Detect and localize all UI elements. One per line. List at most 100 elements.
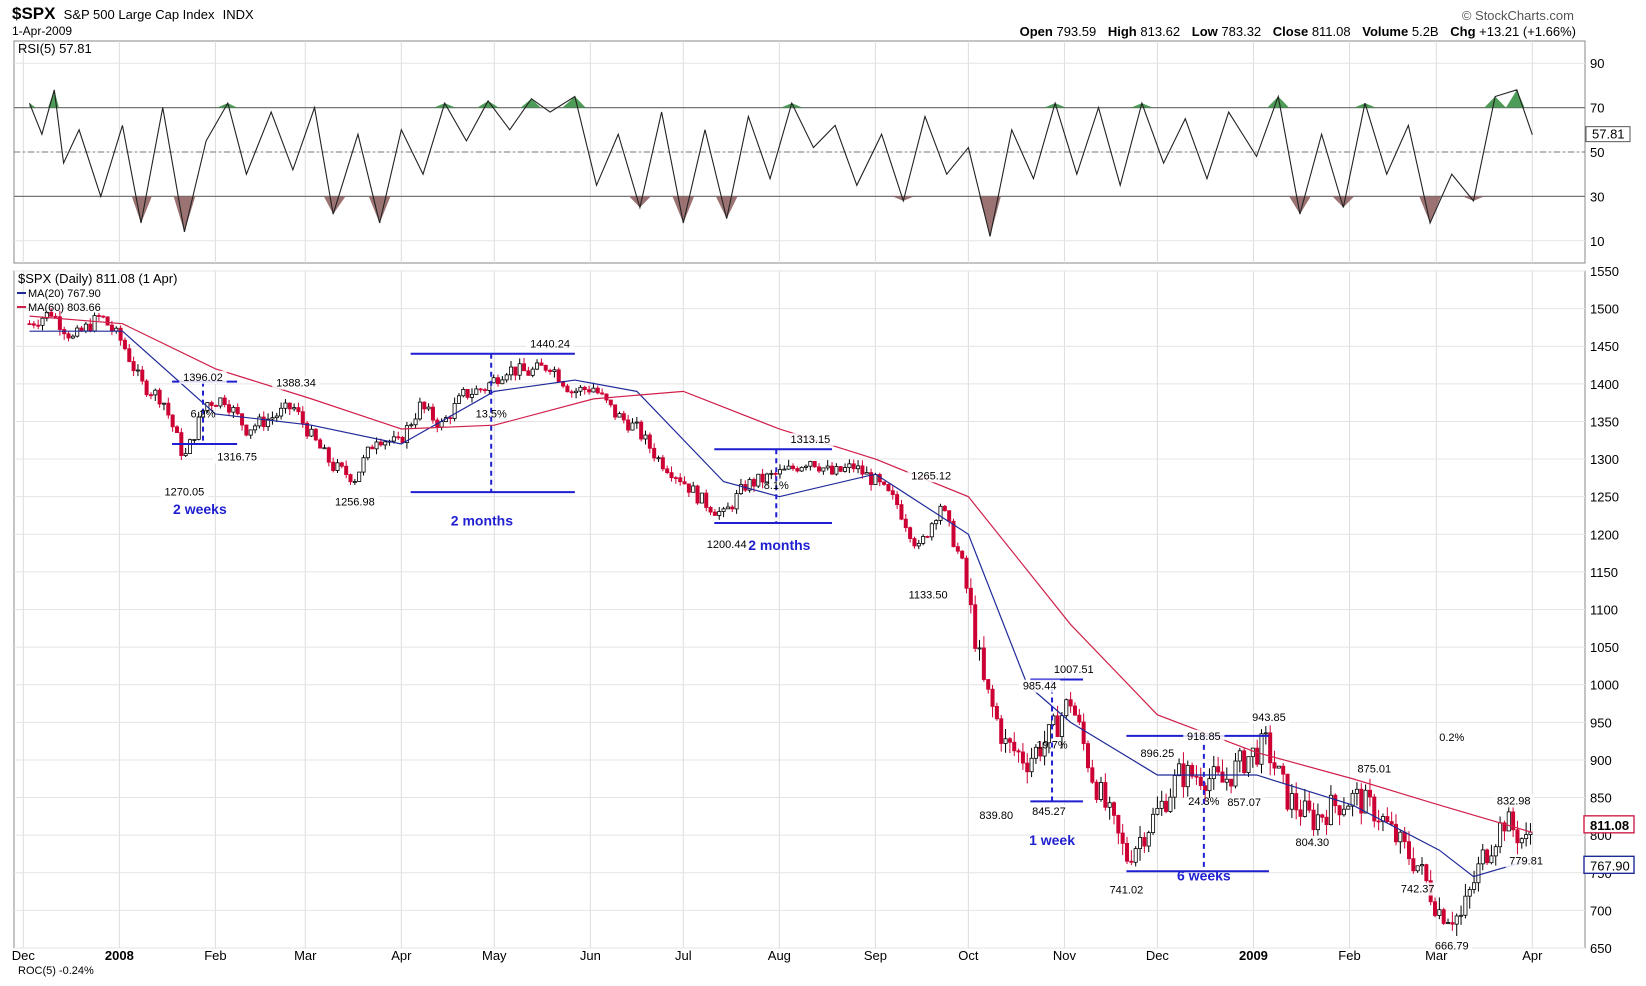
price-candle <box>426 406 431 410</box>
price-tick-label: 850 <box>1590 791 1612 806</box>
price-candle <box>929 523 934 538</box>
price-candle <box>465 388 470 398</box>
price-label-bg <box>160 485 209 499</box>
price-tick-label: 1350 <box>1590 414 1619 429</box>
price-candle <box>1120 832 1125 844</box>
price-candle <box>777 469 782 475</box>
price-candle <box>231 406 236 413</box>
price-candle <box>404 425 409 443</box>
price-candle <box>843 467 848 472</box>
price-label: 1316.75 <box>217 451 257 463</box>
price-candle <box>57 316 62 330</box>
price-candle <box>1307 800 1312 811</box>
price-label-bg <box>975 809 1017 823</box>
chart-name: S&P 500 Large Cap Index <box>63 7 215 22</box>
ma20-legend: MA(20) 767.90 <box>28 288 101 300</box>
duration-label: 2 months <box>451 512 513 528</box>
price-candle <box>227 404 232 413</box>
price-candle <box>1159 800 1164 809</box>
price-candle <box>235 406 240 415</box>
rsi-tick-label: 70 <box>1590 101 1604 116</box>
rsi-oversold-fill <box>715 196 738 219</box>
price-candle <box>1146 832 1151 847</box>
price-candle <box>114 327 119 332</box>
price-candle <box>1242 750 1247 773</box>
price-candle <box>49 311 54 317</box>
price-candle <box>882 481 887 485</box>
price-candle <box>1090 767 1095 783</box>
price-candle <box>1298 809 1303 817</box>
price-candle <box>960 550 965 559</box>
price-candle <box>122 339 127 350</box>
price-candle <box>1168 796 1173 812</box>
price-candle <box>925 536 930 538</box>
price-candle <box>708 507 713 513</box>
price-candle <box>157 389 162 405</box>
price-candle <box>1515 829 1520 844</box>
price-candle <box>790 465 795 469</box>
rsi-oversold-fill <box>1419 196 1441 224</box>
price-label-bg <box>272 376 320 390</box>
price-candle <box>556 369 561 383</box>
price-candle <box>582 386 587 391</box>
percent-annotation: 13.5% <box>476 409 507 421</box>
price-candle <box>1480 849 1485 865</box>
price-candle <box>1211 766 1216 780</box>
price-candle <box>170 414 175 428</box>
price-candle <box>1424 864 1429 882</box>
price-candle <box>188 439 193 454</box>
duration-label: 1 week <box>1029 832 1075 848</box>
price-candle <box>118 327 123 341</box>
percent-annotation: 24.3% <box>1188 796 1219 808</box>
price-candle <box>981 647 986 680</box>
price-candle <box>496 377 501 385</box>
rsi-value-tag-box <box>1585 126 1631 143</box>
rsi-oversold-fill <box>1289 196 1311 215</box>
price-label-bg <box>213 450 261 464</box>
price-label: 1396.02 <box>183 372 223 384</box>
price-candle <box>1415 865 1420 872</box>
price-candle <box>101 315 106 318</box>
price-label: 985.44 <box>1023 681 1057 693</box>
price-candle <box>309 428 314 437</box>
price-candle <box>955 546 960 552</box>
price-candle <box>1177 763 1182 776</box>
price-candle <box>83 323 88 332</box>
price-candle <box>660 457 665 470</box>
price-candle <box>1046 724 1051 744</box>
rsi-overbought-fill <box>1044 103 1066 108</box>
price-candle <box>1506 811 1511 832</box>
price-candle <box>1003 738 1008 744</box>
price-candle <box>634 421 639 424</box>
price-label: 1256.98 <box>335 496 375 508</box>
price-candle <box>66 333 71 339</box>
rsi-tick-label: 50 <box>1590 145 1604 160</box>
percent-annotation: 0.2% <box>1439 732 1464 744</box>
chart-symbol: $SPX <box>12 4 56 23</box>
ma20-line <box>29 330 1533 878</box>
price-candle <box>869 472 874 485</box>
price-candle <box>400 437 405 443</box>
price-candle <box>261 416 266 428</box>
rsi-overbought-fill <box>1131 103 1153 108</box>
price-label: 832.98 <box>1497 795 1531 807</box>
price-candle <box>209 402 214 406</box>
price-label-bg <box>331 495 379 509</box>
price-candle <box>357 471 362 482</box>
price-candle <box>704 492 709 508</box>
price-candle <box>266 418 271 428</box>
price-candle <box>773 472 778 475</box>
price-candle <box>1420 864 1425 867</box>
price-label: 943.85 <box>1252 712 1286 724</box>
price-candle <box>1476 863 1481 884</box>
price-label: 666.79 <box>1435 940 1469 952</box>
price-candle <box>300 411 305 424</box>
price-candle <box>174 426 179 433</box>
price-label-bg <box>1183 729 1225 743</box>
price-candle <box>365 446 370 459</box>
price-candle <box>1085 743 1090 769</box>
price-candle <box>253 425 258 431</box>
price-candle <box>222 397 227 406</box>
price-tag: 767.90 <box>1590 858 1630 873</box>
x-tick-label: Nov <box>1053 948 1077 963</box>
